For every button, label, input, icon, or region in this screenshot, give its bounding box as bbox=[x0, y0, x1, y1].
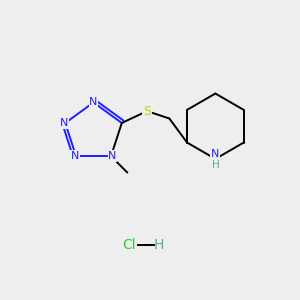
Text: H: H bbox=[154, 238, 164, 252]
Text: N: N bbox=[211, 149, 220, 160]
Text: Cl: Cl bbox=[122, 238, 136, 252]
Text: N: N bbox=[108, 151, 117, 161]
Text: N: N bbox=[70, 151, 79, 161]
Text: H: H bbox=[212, 160, 219, 170]
Text: N: N bbox=[60, 118, 68, 128]
Text: S: S bbox=[143, 105, 151, 118]
Text: N: N bbox=[89, 98, 98, 107]
